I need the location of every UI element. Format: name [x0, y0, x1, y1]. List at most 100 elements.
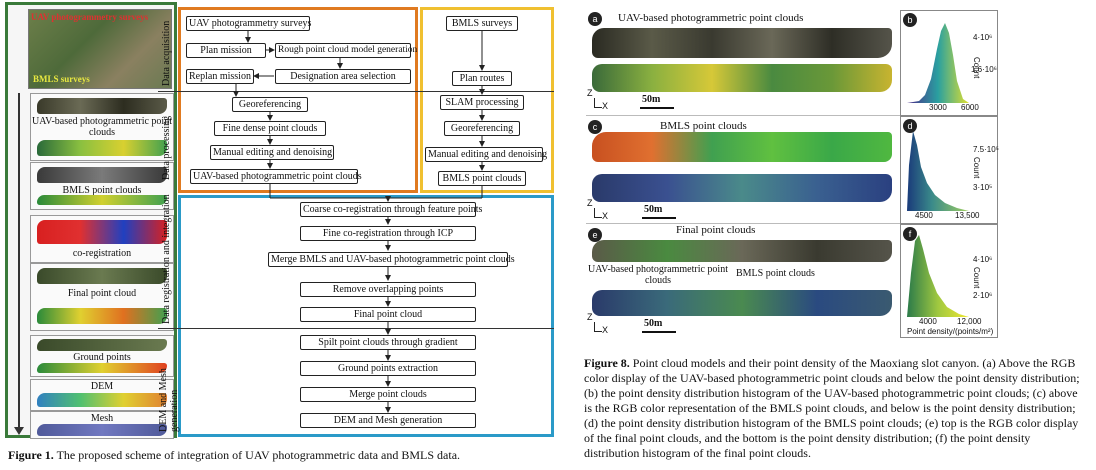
- node-uav-output: UAV-based photogrammetric point clouds: [190, 169, 362, 184]
- hist-d-bars: [907, 131, 969, 211]
- node-dem-mesh: DEM and Mesh generation: [300, 413, 476, 428]
- hist-b-ytick-1: 1.6·10⁶: [971, 65, 997, 74]
- hist-d-ylabel: Count: [972, 157, 981, 179]
- figure1-caption: Figure 1. The proposed scheme of integra…: [8, 448, 568, 463]
- hist-b: b 4·10⁶ 1.6·10⁶ Count 3000 6000: [900, 10, 998, 116]
- workflow-arrow: [18, 93, 20, 431]
- thumb-mesh-label: Mesh: [90, 413, 114, 424]
- panel-a-axes: [594, 98, 602, 108]
- hist-d-ytick-1: 3·10⁵: [973, 183, 993, 192]
- panel-c: c BMLS point clouds Z X 50m: [586, 118, 900, 224]
- hist-f-letter: f: [903, 227, 917, 241]
- panel-a-rgb: [592, 28, 892, 58]
- panel-e-rgb: [592, 240, 892, 262]
- hist-b-ylabel: Count: [972, 57, 981, 79]
- thumb-bmls-label: BMLS point clouds: [62, 185, 142, 196]
- node-slam: SLAM processing: [440, 95, 524, 110]
- figure8-caption: Figure 8. Point cloud models and their p…: [584, 356, 1080, 461]
- uav-pipeline-box: [178, 7, 418, 193]
- panel-a-axis-z: Z: [587, 88, 593, 98]
- thumb-ground-label: Ground points: [73, 352, 131, 363]
- thumb-final-label: Final point cloud: [67, 288, 137, 299]
- panel-c-axis-z: Z: [587, 198, 593, 208]
- panel-c-axis-x: X: [602, 211, 609, 221]
- node-ground-extraction: Ground points extraction: [300, 361, 476, 376]
- flow-connectors: [233, 30, 485, 413]
- node-uav-manual: Manual editing and denoising: [210, 145, 334, 160]
- hist-b-xtick-1: 6000: [961, 103, 979, 112]
- survey-photo-sublabel: BMLS surveys: [33, 74, 90, 84]
- node-coarse-coreg: Coarse co-registration through feature p…: [300, 202, 482, 217]
- thumb-uav-cloud: UAV-based photogrammetric point clouds: [30, 93, 174, 161]
- hist-d: d 7.5·10⁵ 3·10⁵ Count 4500 13,500: [900, 116, 999, 224]
- figure1-caption-label: Figure 1.: [8, 448, 54, 462]
- panel-a-letter: a: [588, 12, 602, 26]
- node-plan-routes: Plan routes: [452, 71, 512, 86]
- section-divider-1: [158, 91, 554, 92]
- survey-photo-label: UAV photogrammetry surveys: [31, 12, 149, 22]
- panel-c-letter: c: [588, 120, 602, 134]
- thumb-coregistration: co-registration: [30, 215, 174, 263]
- node-bmls-georef: Georeferencing: [444, 121, 520, 136]
- node-uav-georef: Georeferencing: [232, 97, 308, 112]
- panel-e-density: [592, 290, 892, 316]
- panel-c-title: BMLS point clouds: [660, 120, 747, 132]
- node-merge-clouds: Merge BMLS and UAV-based photogrammetric…: [268, 252, 515, 267]
- panel-e-title: Final point clouds: [676, 224, 756, 236]
- panel-e-ann-uav: UAV-based photogrammetric point clouds: [588, 264, 728, 286]
- panel-a: a UAV-based photogrammetric point clouds…: [586, 10, 900, 116]
- figure8-caption-text: Point cloud models and their point densi…: [584, 356, 1080, 460]
- node-fine-dense: Fine dense point clouds: [214, 121, 326, 136]
- node-rough-model: Rough point cloud model generation: [275, 43, 417, 58]
- hist-b-bars: [907, 23, 969, 103]
- panel-a-title: UAV-based photogrammetric point clouds: [618, 12, 804, 24]
- hist-f-ytick-0: 4·10⁶: [973, 255, 993, 264]
- panel-c-scalebar: [642, 217, 676, 219]
- survey-photo: UAV photogrammetry surveys BMLS surveys: [28, 9, 172, 89]
- panel-c-rgb: [592, 132, 892, 162]
- node-bmls-surveys: BMLS surveys: [446, 16, 518, 31]
- panel-c-density: [592, 174, 892, 202]
- hist-d-letter: d: [903, 119, 917, 133]
- panel-a-density: [592, 64, 892, 92]
- thumb-dem-label: DEM: [90, 381, 114, 392]
- bmls-pipeline-box: [420, 7, 554, 193]
- section-divider-2: [158, 328, 554, 329]
- panel-c-axes: [594, 208, 602, 218]
- node-split-gradient: Spilt point clouds through gradient: [300, 335, 476, 350]
- registration-box: [178, 195, 554, 437]
- panel-a-scale: 50m: [642, 94, 661, 105]
- thumb-coreg-label: co-registration: [72, 248, 132, 259]
- panel-e-scale: 50m: [644, 318, 663, 329]
- panel-c-scale: 50m: [644, 204, 663, 215]
- hist-d-ytick-0: 7.5·10⁵: [973, 145, 999, 154]
- hist-f-xtick-0: 4000: [919, 317, 937, 326]
- hist-f: f 4·10⁶ 2·10⁶ Count 4000 12,000 Point de…: [900, 224, 998, 338]
- panel-e-letter: e: [588, 228, 602, 242]
- panel-e-axis-x: X: [602, 325, 609, 335]
- thumb-uav-label: UAV-based photogrammetric point clouds: [32, 116, 172, 138]
- node-uav-surveys: UAV photogrammetry surveys: [186, 16, 311, 31]
- hist-d-xtick-1: 13,500: [955, 211, 980, 220]
- node-designation: Designation area selection: [275, 69, 411, 84]
- hist-b-letter: b: [903, 13, 917, 27]
- panel-a-axis-x: X: [602, 101, 609, 111]
- figure1-image-column: UAV photogrammetry surveys BMLS surveys …: [5, 2, 177, 439]
- figure8-caption-label: Figure 8.: [584, 356, 630, 370]
- node-remove-overlap: Remove overlapping points: [300, 282, 476, 297]
- panel-e-scalebar: [642, 331, 676, 333]
- node-plan-mission: Plan mission: [186, 43, 266, 58]
- node-merge-point: Merge point clouds: [300, 387, 476, 402]
- panel-e: e Final point clouds UAV-based photogram…: [586, 224, 900, 336]
- hist-d-xtick-0: 4500: [915, 211, 933, 220]
- thumb-final-cloud: Final point cloud: [30, 263, 174, 331]
- node-fine-coreg: Fine co-registration through ICP: [300, 226, 476, 241]
- hist-f-xtick-1: 12,000: [957, 317, 982, 326]
- figure1-caption-text: The proposed scheme of integration of UA…: [53, 448, 461, 462]
- hist-f-bars: [907, 235, 969, 317]
- panel-a-scalebar: [640, 107, 674, 109]
- thumb-bmls-cloud: BMLS point clouds: [30, 162, 174, 210]
- hist-f-xlabel: Point density/(points/m²): [907, 327, 994, 336]
- panel-e-axis-z: Z: [587, 312, 593, 322]
- hist-f-ytick-1: 2·10⁶: [973, 291, 993, 300]
